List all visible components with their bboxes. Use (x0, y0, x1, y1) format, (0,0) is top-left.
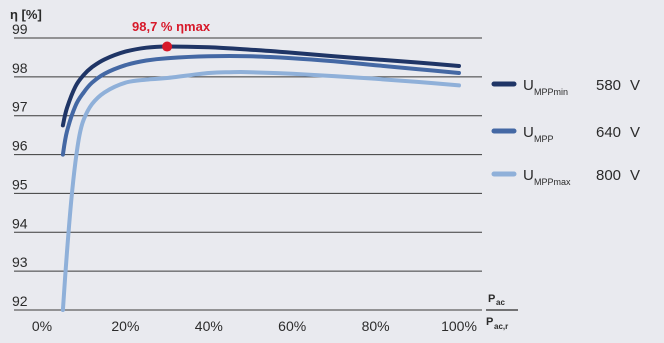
peak-marker (162, 41, 173, 52)
legend-voltage: 640 (596, 124, 621, 141)
x-label-denominator-sub: ac,r (494, 322, 508, 331)
legend-voltage-unit: V (630, 124, 640, 141)
x-tick-label: 20% (111, 318, 139, 334)
legend-subscript: MPP (534, 134, 554, 144)
legend-symbol: U (523, 77, 534, 94)
series-line-mppmin (60, 44, 461, 128)
legend-subscript: MPPmax (534, 177, 571, 187)
x-tick-label: 0% (32, 318, 52, 334)
legend-entry: U MPPmin 580 V (491, 77, 640, 97)
legend-symbol: U (523, 124, 534, 141)
legend-voltage: 800 (596, 167, 621, 184)
x-label-denominator: P (486, 316, 493, 328)
x-tick-label: 60% (278, 318, 306, 334)
y-tick-label: 94 (12, 215, 28, 231)
legend-voltage: 580 (596, 77, 621, 94)
y-tick-label: 93 (12, 254, 28, 270)
series-line-mppmax (60, 70, 461, 312)
legend-entry: U MPP 640 V (491, 124, 640, 144)
x-tick-label: 100% (441, 318, 477, 334)
y-axis-label: η [%] (10, 7, 42, 22)
legend-voltage-unit: V (630, 77, 640, 94)
legend-symbol: U (523, 167, 534, 184)
y-tick-label: 99 (12, 21, 28, 37)
y-tick-label: 97 (12, 99, 28, 115)
y-tick-label: 96 (12, 138, 28, 154)
x-tick-label: 80% (362, 318, 390, 334)
y-tick-label: 92 (12, 293, 28, 309)
peak-annotation: 98,7 % ηmax (132, 19, 211, 34)
series-line-mpp (60, 54, 461, 157)
y-tick-label: 95 (12, 176, 28, 192)
x-tick-label: 40% (195, 318, 223, 334)
x-label-numerator: P (488, 293, 495, 305)
legend-subscript: MPPmin (534, 87, 568, 97)
legend-voltage-unit: V (630, 167, 640, 184)
legend-entry: U MPPmax 800 V (491, 167, 640, 187)
x-label-numerator-sub: ac (496, 298, 505, 307)
y-tick-label: 98 (12, 60, 28, 76)
